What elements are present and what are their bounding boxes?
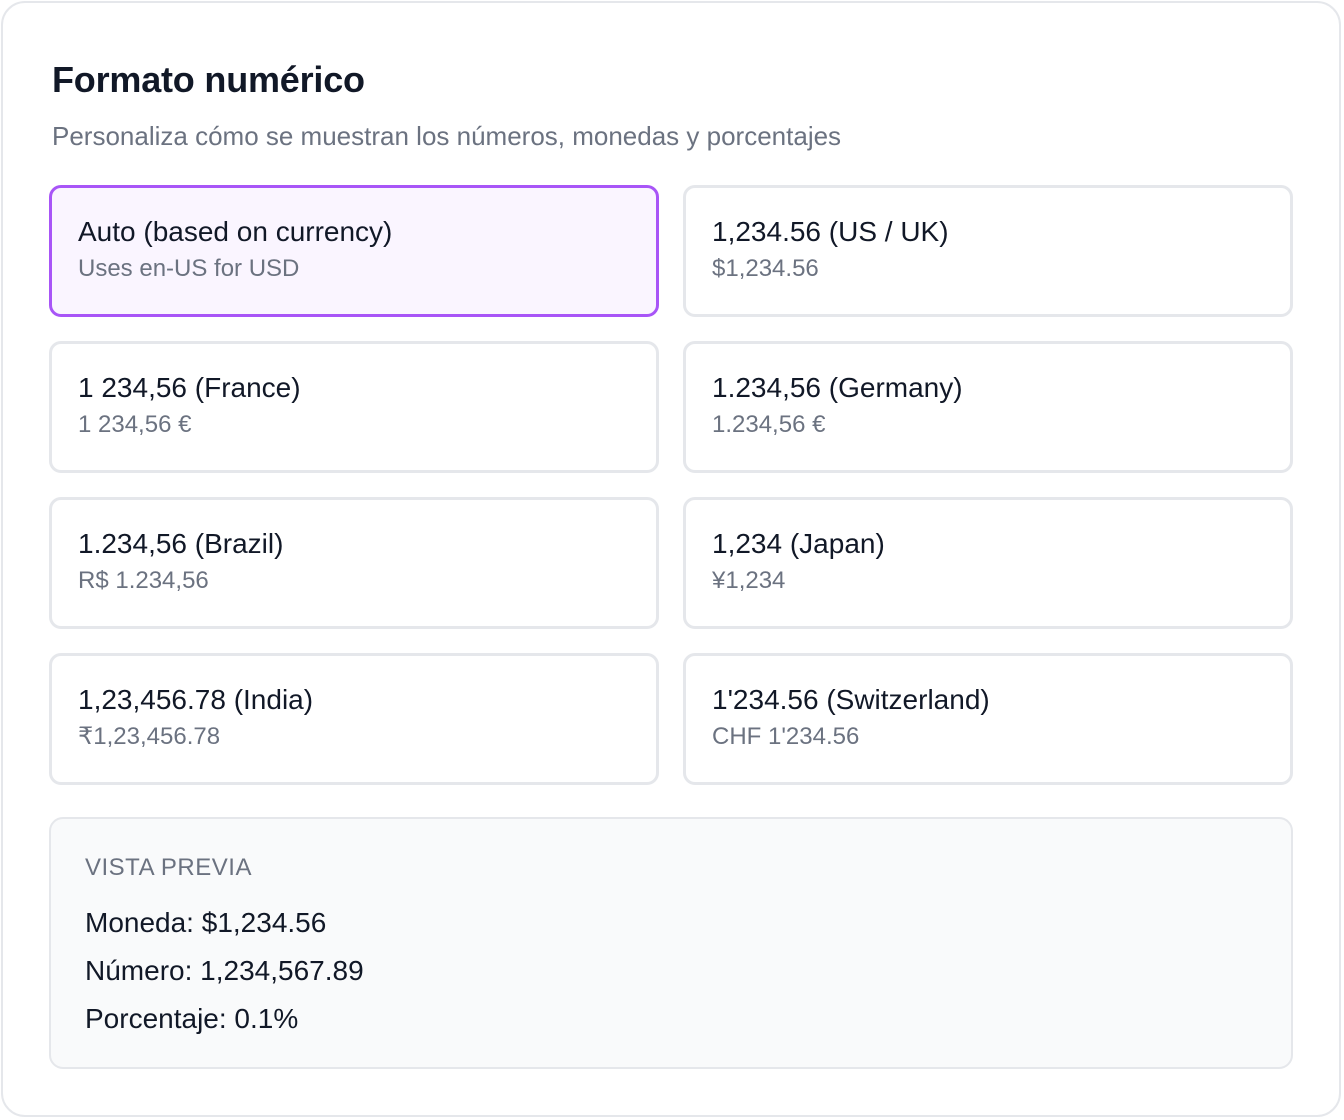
option-example: CHF 1'234.56 [712, 723, 860, 750]
page-title: Formato numérico [52, 59, 365, 100]
format-option-switzerland[interactable]: 1'234.56 (Switzerland) CHF 1'234.56 [683, 653, 1293, 785]
format-option-germany[interactable]: 1.234,56 (Germany) 1.234,56 € [683, 341, 1293, 473]
option-example: Uses en-US for USD [78, 255, 300, 282]
format-option-japan[interactable]: 1,234 (Japan) ¥1,234 [683, 497, 1293, 629]
format-option-auto[interactable]: Auto (based on currency) Uses en-US for … [49, 185, 659, 317]
preview-currency-label: Moneda: [85, 907, 194, 938]
format-options-grid: Auto (based on currency) Uses en-US for … [49, 185, 1293, 785]
option-example: ₹1,23,456.78 [78, 723, 221, 750]
option-example: 1.234,56 € [712, 411, 826, 438]
option-example: 1 234,56 € [78, 411, 192, 438]
format-option-india[interactable]: 1,23,456.78 (India) ₹1,23,456.78 [49, 653, 659, 785]
preview-currency: Moneda: $1,234.56 [85, 899, 1257, 947]
preview-number-value: 1,234,567.89 [200, 955, 364, 986]
option-label: Auto (based on currency) [78, 216, 393, 247]
preview-percent-label: Porcentaje: [85, 1003, 227, 1034]
preview-percent: Porcentaje: 0.1% [85, 995, 1257, 1043]
format-option-france[interactable]: 1 234,56 (France) 1 234,56 € [49, 341, 659, 473]
preview-percent-value: 0.1% [234, 1003, 299, 1034]
option-label: 1.234,56 (Germany) [712, 372, 963, 403]
option-example: R$ 1.234,56 [78, 567, 209, 594]
option-label: 1,234 (Japan) [712, 528, 885, 559]
preview-number: Número: 1,234,567.89 [85, 947, 1257, 995]
option-example: ¥1,234 [712, 567, 786, 594]
format-option-us-uk[interactable]: 1,234.56 (US / UK) $1,234.56 [683, 185, 1293, 317]
option-label: 1 234,56 (France) [78, 372, 301, 403]
option-label: 1,23,456.78 (India) [78, 684, 314, 715]
option-label: 1,234.56 (US / UK) [712, 216, 949, 247]
preview-number-label: Número: [85, 955, 193, 986]
option-example: $1,234.56 [712, 255, 819, 282]
preview-heading: VISTA PREVIA [85, 854, 252, 881]
format-option-brazil[interactable]: 1.234,56 (Brazil) R$ 1.234,56 [49, 497, 659, 629]
preview-box: VISTA PREVIA Moneda: $1,234.56 Número: 1… [49, 817, 1293, 1069]
option-label: 1.234,56 (Brazil) [78, 528, 284, 559]
page-subtitle: Personaliza cómo se muestran los números… [52, 121, 842, 151]
option-label: 1'234.56 (Switzerland) [712, 684, 990, 715]
preview-currency-value: $1,234.56 [201, 907, 327, 938]
